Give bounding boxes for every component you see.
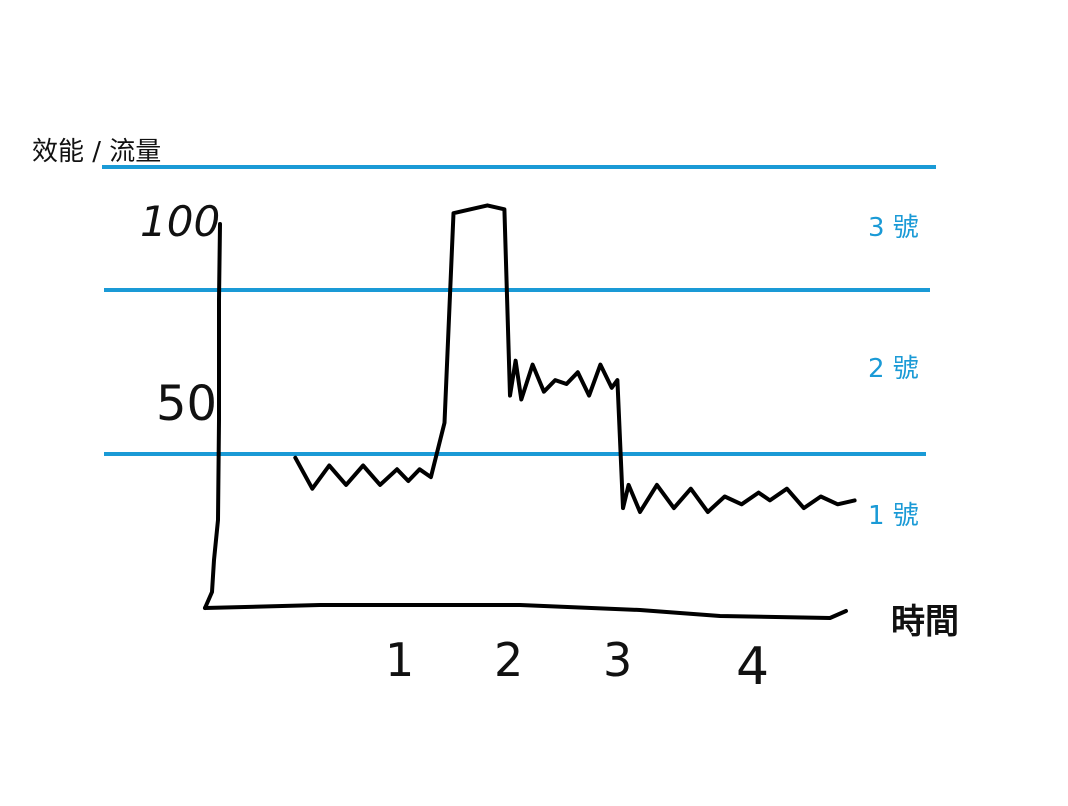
x-tick-label-4: 4	[736, 637, 769, 697]
y-tick-label-100: 100	[140, 197, 220, 246]
x-tick-label-2: 2	[494, 633, 523, 687]
zone-label-1: 1 號	[868, 501, 919, 531]
x-axis	[203, 603, 848, 620]
x-tick-label-1: 1	[385, 633, 414, 687]
y-axis-title: 效能 / 流量	[32, 137, 162, 167]
x-axis-title: 時間	[891, 602, 959, 642]
y-axis	[203, 222, 222, 610]
series-line	[293, 203, 857, 514]
y-tick-label-50: 50	[156, 376, 217, 432]
zone-label-2: 2 號	[868, 354, 919, 384]
zone-label-3: 3 號	[868, 213, 919, 243]
x-tick-label-3: 3	[603, 633, 632, 687]
